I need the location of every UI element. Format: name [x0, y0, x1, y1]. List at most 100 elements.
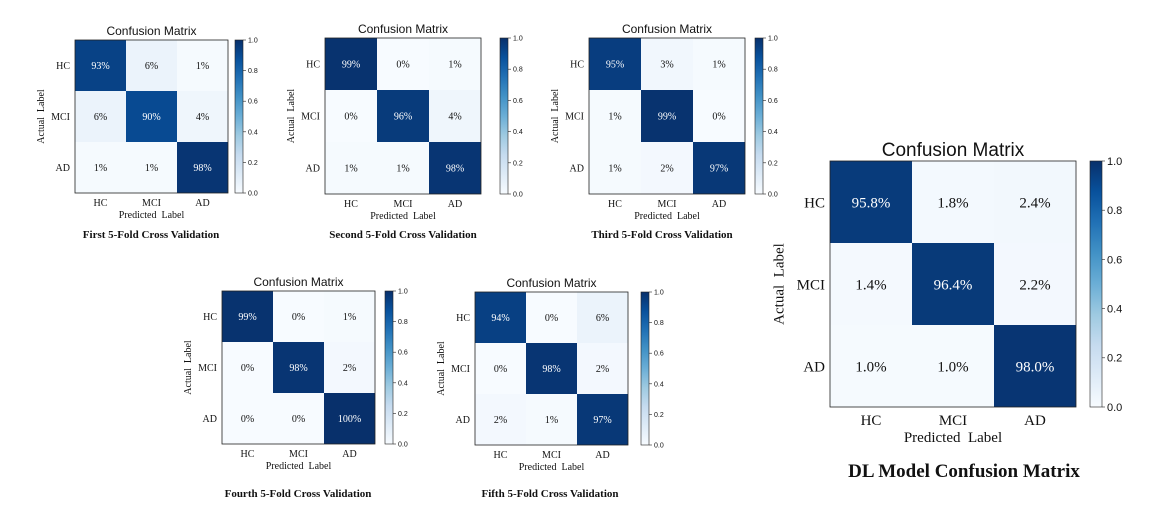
- cell-value-label: 96.4%: [934, 277, 973, 293]
- cell-value-label: 3%: [660, 60, 673, 71]
- colorbar-tick-label: 0.0: [398, 441, 408, 448]
- cell-value-label: 99%: [342, 60, 360, 71]
- matrix-cell: [641, 38, 693, 90]
- matrix-cell: [994, 243, 1076, 325]
- cell-value-label: 2.2%: [1019, 277, 1050, 293]
- matrix-cell: [577, 394, 628, 445]
- y-tick-label: HC: [804, 195, 825, 211]
- matrix-cell: [693, 38, 745, 90]
- colorbar-tick-label: 0.8: [248, 68, 258, 75]
- x-tick-label: MCI: [542, 450, 561, 461]
- x-axis-label: Predicted Label: [634, 211, 700, 222]
- matrix-cell: [693, 142, 745, 194]
- colorbar: [640, 291, 650, 446]
- matrix-cell: [475, 343, 526, 394]
- matrix-cell: [325, 38, 377, 90]
- colorbar-tick-label: 0.0: [1107, 402, 1122, 414]
- x-tick-label: HC: [494, 450, 508, 461]
- colorbar-tick-label: 0.0: [768, 191, 778, 198]
- matrix-cell: [589, 90, 641, 142]
- x-axis-label: Predicted Label: [266, 461, 332, 472]
- matrix-cell: [75, 91, 126, 142]
- cell-value-label: 99%: [238, 312, 256, 323]
- colorbar: [234, 39, 244, 194]
- caption-fold-2: Second 5-Fold Cross Validation: [329, 229, 477, 241]
- colorbar-tick-label: 0.4: [398, 380, 408, 387]
- chart-title: Confusion Matrix: [622, 22, 712, 36]
- cell-value-label: 6%: [596, 313, 609, 324]
- x-tick-label: HC: [94, 198, 108, 209]
- matrix-cell: [177, 142, 228, 193]
- cell-value-label: 4%: [196, 112, 209, 123]
- y-tick-label: MCI: [565, 112, 584, 123]
- colorbar-tick-label: 0.4: [654, 381, 664, 388]
- cell-value-label: 95%: [606, 60, 624, 71]
- y-tick-label: MCI: [797, 277, 825, 293]
- cell-value-label: 2.4%: [1019, 195, 1050, 211]
- cell-value-label: 99%: [658, 112, 676, 123]
- cell-value-label: 1%: [396, 164, 409, 175]
- x-tick-label: AD: [1024, 413, 1046, 429]
- matrix-cell: [641, 90, 693, 142]
- y-tick-label: AD: [306, 164, 320, 175]
- colorbar: [1089, 160, 1103, 408]
- cell-value-label: 1%: [94, 163, 107, 174]
- chart-title: Confusion Matrix: [358, 22, 448, 36]
- cell-value-label: 0%: [545, 313, 558, 324]
- cell-value-label: 1%: [448, 60, 461, 71]
- cell-value-label: 1%: [343, 312, 356, 323]
- y-tick-label: HC: [570, 60, 584, 71]
- y-tick-label: HC: [203, 312, 217, 323]
- colorbar-tick-label: 0.8: [1107, 205, 1122, 217]
- matrix-cell: [526, 343, 577, 394]
- chart-title: Confusion Matrix: [506, 276, 596, 290]
- x-tick-label: HC: [861, 413, 882, 429]
- cell-value-label: 0%: [396, 60, 409, 71]
- chart-title: Confusion Matrix: [106, 24, 196, 38]
- cell-value-label: 1%: [712, 60, 725, 71]
- matrix-border: [829, 160, 1077, 408]
- matrix-cell: [429, 90, 481, 142]
- x-tick-label: HC: [608, 199, 622, 210]
- cell-value-label: 2%: [660, 164, 673, 175]
- caption-fold-1: First 5-Fold Cross Validation: [82, 229, 220, 241]
- cell-value-label: 1%: [608, 164, 621, 175]
- y-axis-label: Actual Label: [550, 89, 561, 144]
- x-tick-label: AD: [195, 198, 209, 209]
- colorbar: [754, 37, 764, 195]
- matrix-cell: [526, 292, 577, 343]
- matrix-cell: [830, 243, 912, 325]
- cell-value-label: 98%: [289, 363, 307, 374]
- x-tick-label: AD: [595, 450, 609, 461]
- matrix-cell: [475, 292, 526, 343]
- matrix-border: [324, 37, 482, 195]
- matrix-cell: [912, 161, 994, 243]
- y-tick-label: AD: [203, 414, 217, 425]
- colorbar-tick-label: 0.4: [513, 129, 523, 136]
- y-tick-label: AD: [570, 164, 584, 175]
- matrix-cell: [325, 90, 377, 142]
- y-tick-label: MCI: [198, 363, 217, 374]
- caption-dl-model: DL Model Confusion Matrix: [848, 461, 1080, 482]
- colorbar-tick-label: 0.2: [248, 160, 258, 167]
- y-axis-label: Actual Label: [286, 89, 297, 144]
- matrix-cell: [75, 142, 126, 193]
- matrix-cell: [830, 161, 912, 243]
- matrix-cell: [475, 394, 526, 445]
- matrix-cell: [912, 243, 994, 325]
- matrix-cell: [830, 325, 912, 407]
- caption-fold-3: Third 5-Fold Cross Validation: [591, 229, 733, 241]
- colorbar-tick-label: 1.0: [513, 35, 523, 42]
- y-tick-label: HC: [456, 313, 470, 324]
- y-tick-label: HC: [306, 60, 320, 71]
- matrix-cell: [377, 90, 429, 142]
- cell-value-label: 0%: [344, 112, 357, 123]
- colorbar-tick-label: 0.0: [654, 442, 664, 449]
- cell-value-label: 96%: [394, 112, 412, 123]
- cell-value-label: 1%: [608, 112, 621, 123]
- cell-value-label: 1%: [145, 163, 158, 174]
- colorbar-tick-label: 0.8: [768, 67, 778, 74]
- x-tick-label: AD: [712, 199, 726, 210]
- colorbar-tick-label: 0.2: [654, 412, 664, 419]
